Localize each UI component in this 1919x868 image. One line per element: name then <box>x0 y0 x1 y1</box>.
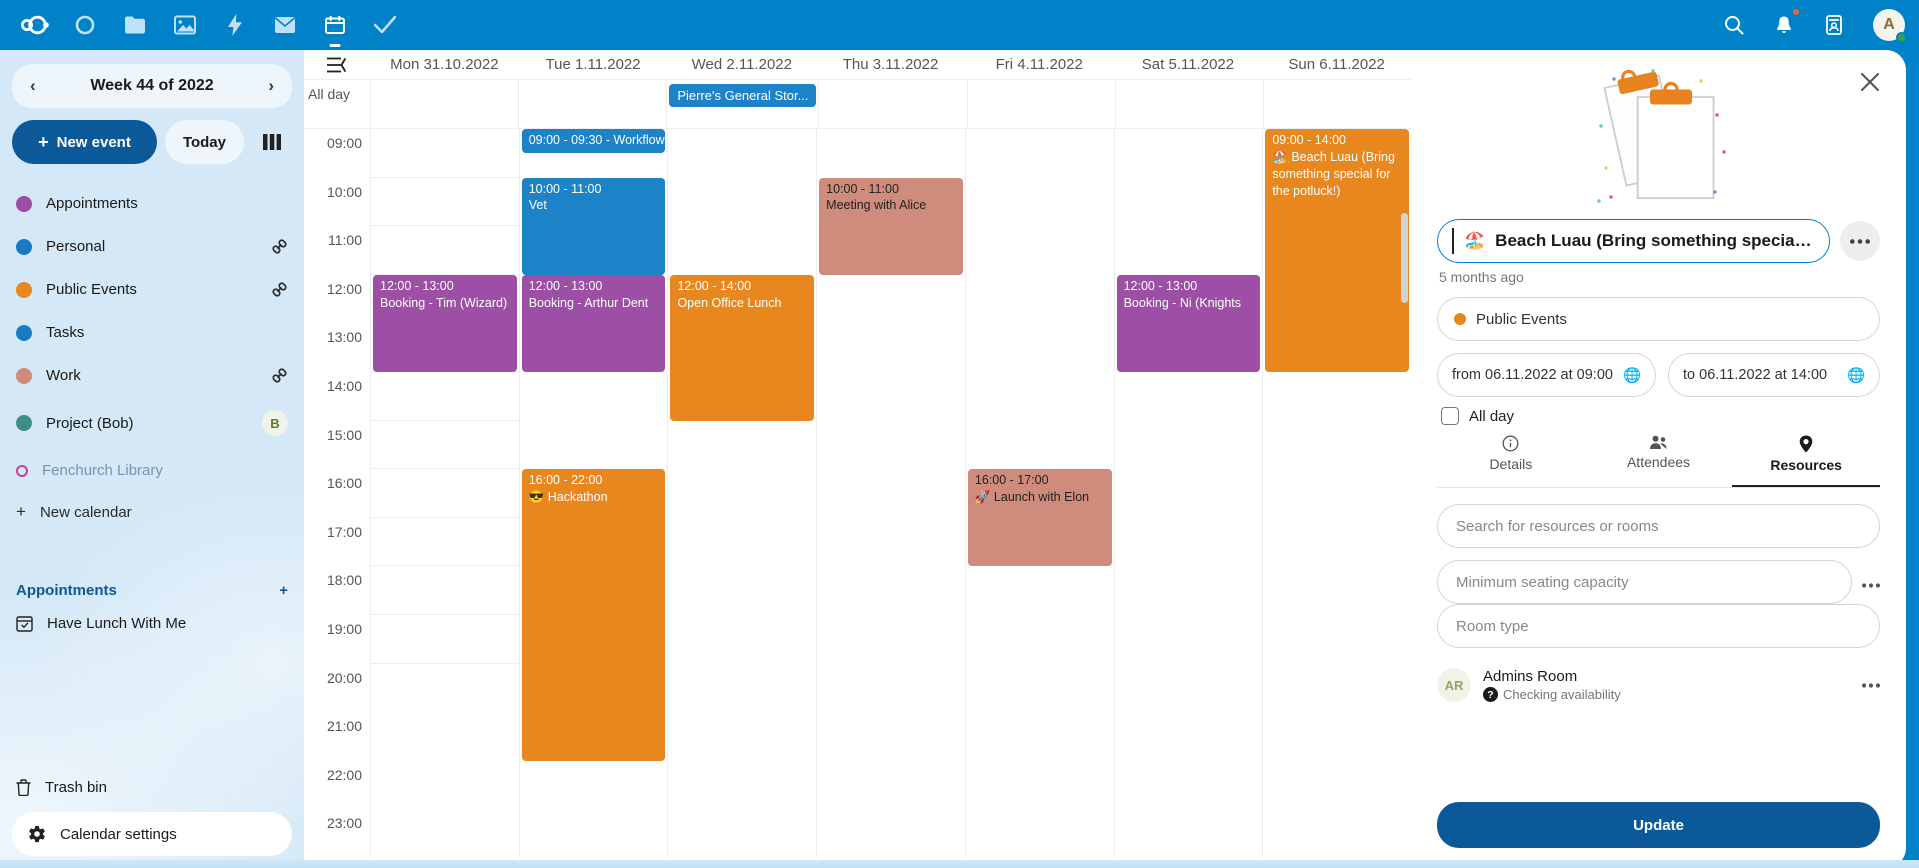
svg-text:?: ? <box>1487 689 1493 701</box>
